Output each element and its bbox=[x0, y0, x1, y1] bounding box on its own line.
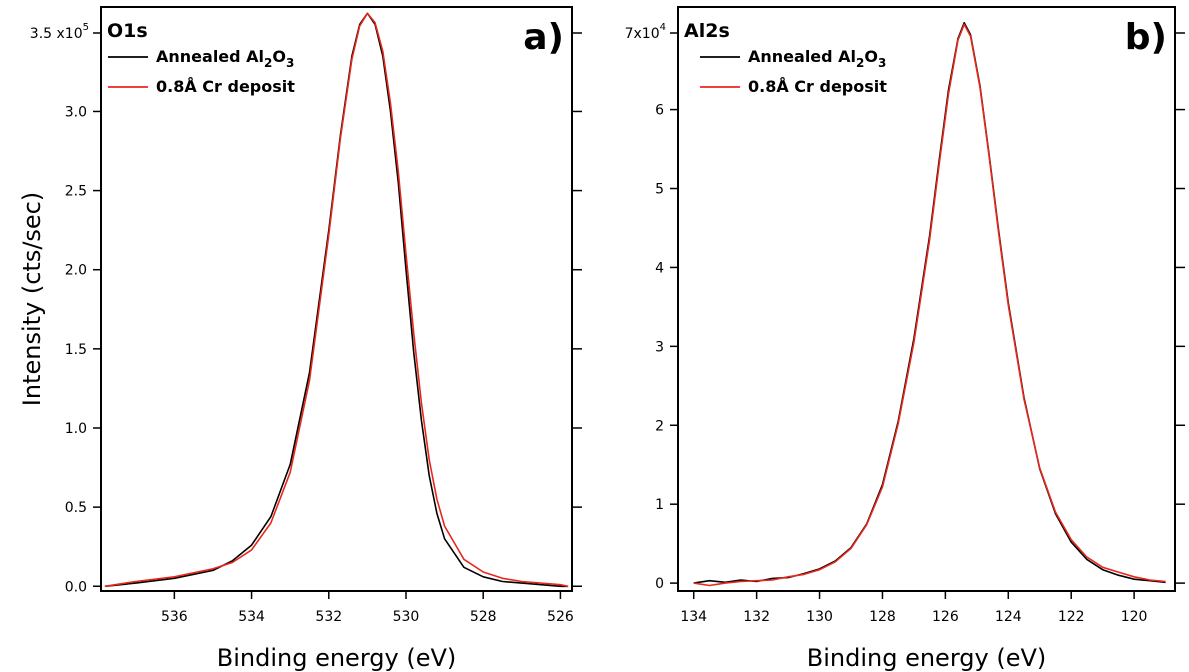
x-tick-label: 132 bbox=[743, 609, 770, 625]
series-line-cr-deposit bbox=[693, 23, 1166, 587]
y-tick-label: 2.0 bbox=[65, 263, 87, 279]
y-tick-label: 3.0 bbox=[65, 104, 87, 120]
x-tick-label: 530 bbox=[393, 609, 420, 625]
x-tick-label: 120 bbox=[1121, 609, 1148, 625]
y-tick-label: 1 bbox=[655, 497, 664, 513]
series-line-annealed bbox=[104, 12, 569, 588]
y-tick-label: 0.0 bbox=[65, 579, 87, 595]
y-multiplier: x10 bbox=[57, 26, 83, 42]
x-tick-label: 528 bbox=[470, 609, 497, 625]
legend-entry: 0.8Å Cr deposit bbox=[156, 77, 295, 96]
legend-entry: 0.8Å Cr deposit bbox=[748, 77, 887, 96]
plot-frame bbox=[100, 6, 573, 592]
y-tick-label: 3 bbox=[655, 339, 664, 355]
y-top-value: 7 bbox=[625, 26, 634, 42]
x-axis-title: Binding energy (eV) bbox=[807, 644, 1046, 672]
y-axis-title: Intensity (cts/sec) bbox=[18, 192, 46, 406]
y-tick-label: 0 bbox=[655, 576, 664, 592]
plot-frame bbox=[677, 6, 1176, 592]
x-tick-label: 128 bbox=[869, 609, 896, 625]
y-multiplier-exp: 4 bbox=[660, 22, 666, 33]
panel-title: Al2s bbox=[684, 20, 730, 42]
y-multiplier: x10 bbox=[634, 26, 660, 42]
x-tick-label: 536 bbox=[161, 609, 188, 625]
x-tick-label: 534 bbox=[238, 609, 265, 625]
series-line-annealed bbox=[693, 22, 1166, 584]
y-tick-label: 4 bbox=[655, 260, 664, 276]
y-tick-label: 2.5 bbox=[65, 184, 87, 200]
chart-panel-a: 536 534 532 530 528 526 0.0 0.5 1.0 1.5 2.0 2.5 3.0 3… bbox=[18, 6, 582, 672]
legend-entry: Annealed Al2O3 bbox=[748, 47, 886, 70]
legend-entry: Annealed Al2O3 bbox=[156, 47, 294, 70]
y-tick-label: 2 bbox=[655, 418, 664, 434]
y-tick-label: 0.5 bbox=[65, 500, 87, 516]
y-multiplier-label: 3.5 x105 bbox=[30, 22, 89, 42]
x-axis-title: Binding energy (eV) bbox=[217, 644, 456, 672]
y-multiplier-exp: 5 bbox=[83, 22, 89, 33]
x-tick-label: 130 bbox=[806, 609, 833, 625]
x-tick-label: 134 bbox=[680, 609, 707, 625]
y-tick-label: 5 bbox=[655, 182, 664, 198]
y-top-value: 3.5 bbox=[30, 26, 57, 42]
panel-label: a) bbox=[523, 17, 564, 58]
panel-label: b) bbox=[1125, 17, 1167, 58]
series-line-cr-deposit bbox=[104, 12, 569, 588]
x-tick-label: 526 bbox=[547, 609, 574, 625]
y-tick-label: 1.0 bbox=[65, 421, 87, 437]
y-tick-label: 6 bbox=[655, 103, 664, 119]
y-multiplier-label: 7x104 bbox=[625, 22, 666, 42]
panel-title: O1s bbox=[107, 20, 148, 42]
y-tick-label: 1.5 bbox=[65, 342, 87, 358]
x-tick-label: 532 bbox=[315, 609, 342, 625]
x-tick-label: 122 bbox=[1058, 609, 1085, 625]
x-tick-label: 126 bbox=[932, 609, 959, 625]
x-tick-label: 124 bbox=[995, 609, 1022, 625]
